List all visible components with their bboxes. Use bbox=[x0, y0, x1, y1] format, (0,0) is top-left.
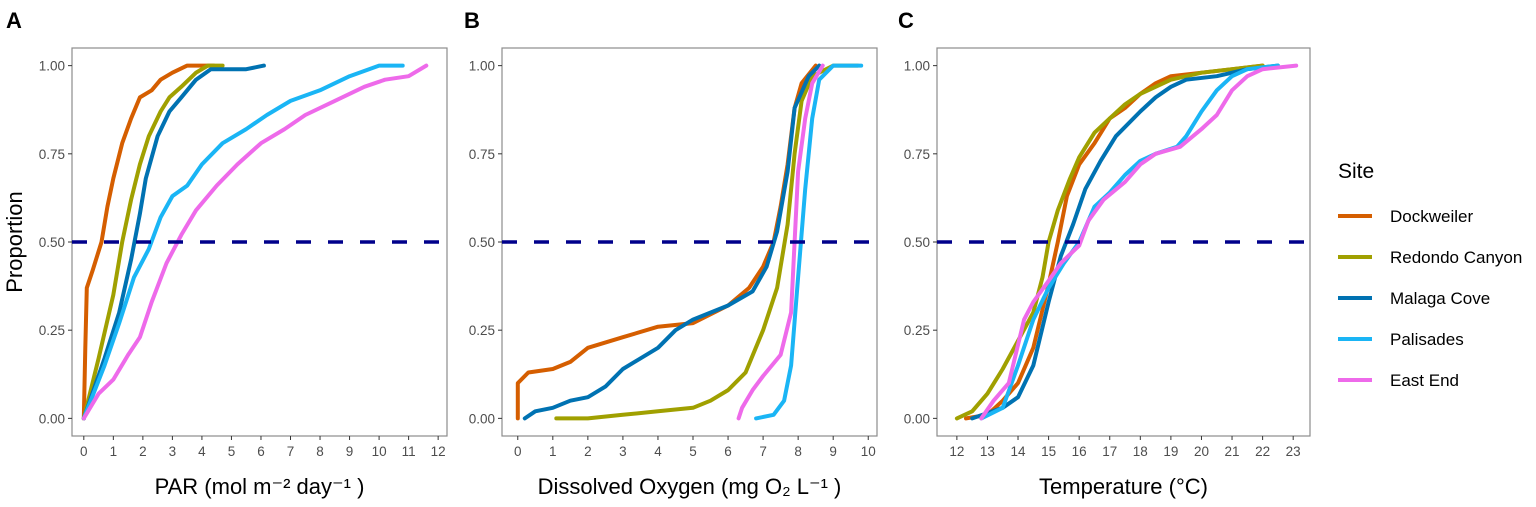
series-line-malaga-cove bbox=[81, 63, 266, 421]
x-tick-label: 3 bbox=[619, 444, 627, 459]
y-tick-label: 0.00 bbox=[469, 411, 495, 426]
series-line-malaga-cove bbox=[970, 63, 1280, 421]
y-tick-label: 0.25 bbox=[904, 323, 930, 338]
x-tick-label: 7 bbox=[759, 444, 767, 459]
y-tick-label: 0.00 bbox=[39, 411, 65, 426]
x-tick-label: 22 bbox=[1255, 444, 1270, 459]
x-tick-label: 18 bbox=[1133, 444, 1148, 459]
legend-item: Palisades bbox=[1338, 330, 1464, 349]
legend-label: Palisades bbox=[1390, 330, 1464, 349]
x-tick-label: 1 bbox=[110, 444, 118, 459]
x-tick-label: 15 bbox=[1041, 444, 1056, 459]
y-tick-label: 0.00 bbox=[904, 411, 930, 426]
x-tick-label: 4 bbox=[654, 444, 662, 459]
plot-panel-border bbox=[501, 47, 878, 437]
x-tick-label: 16 bbox=[1072, 444, 1087, 459]
x-tick-label: 5 bbox=[228, 444, 236, 459]
x-tick-label: 5 bbox=[689, 444, 697, 459]
series-line-dockweiler bbox=[964, 63, 1265, 421]
panel-b: B 0.00 0.25 0.50 0.75 1.00 0 1 2 3 4 5 6 7 8 9 10 Dissolv… bbox=[464, 8, 878, 499]
x-tick-label: 10 bbox=[372, 444, 387, 459]
series-line-dockweiler bbox=[81, 63, 216, 421]
x-tick-label: 21 bbox=[1225, 444, 1240, 459]
x-tick-label: 0 bbox=[80, 444, 88, 459]
y-tick-label: 0.25 bbox=[39, 323, 65, 338]
legend-label: Malaga Cove bbox=[1390, 289, 1490, 308]
x-tick-label: 3 bbox=[169, 444, 177, 459]
series-line-redondo-canyon bbox=[81, 63, 225, 421]
x-axis-title: Dissolved Oxygen (mg O₂ L⁻¹ ) bbox=[538, 474, 842, 499]
plot-panel-border bbox=[71, 47, 448, 437]
series-line-east-end bbox=[736, 63, 825, 421]
y-tick-label: 0.25 bbox=[469, 323, 495, 338]
y-axis-title: Proportion bbox=[2, 191, 27, 293]
y-tick-label: 0.50 bbox=[469, 235, 495, 250]
y-tick-label: 0.50 bbox=[39, 235, 65, 250]
legend-item: East End bbox=[1338, 371, 1459, 390]
series-line-east-end bbox=[81, 63, 429, 421]
x-tick-label: 9 bbox=[829, 444, 837, 459]
panel-label: A bbox=[6, 8, 22, 33]
legend-item: Dockweiler bbox=[1338, 207, 1473, 226]
x-axis-title: PAR (mol m⁻² day⁻¹ ) bbox=[155, 474, 365, 499]
x-tick-label: 0 bbox=[514, 444, 522, 459]
x-tick-label: 4 bbox=[198, 444, 206, 459]
legend-item: Malaga Cove bbox=[1338, 289, 1490, 308]
legend-label: Redondo Canyon bbox=[1390, 248, 1522, 267]
panel-label: C bbox=[898, 8, 914, 33]
series-line-palisades bbox=[81, 63, 405, 421]
x-tick-label: 10 bbox=[861, 444, 876, 459]
x-tick-label: 20 bbox=[1194, 444, 1209, 459]
x-tick-label: 8 bbox=[794, 444, 802, 459]
x-tick-label: 12 bbox=[431, 444, 446, 459]
panel-c: C 0.00 0.25 0.50 0.75 1.00 12 13 14 15 16 17 18 19 20 2… bbox=[898, 8, 1311, 499]
x-tick-label: 17 bbox=[1102, 444, 1117, 459]
legend: Site Dockweiler Redondo Canyon Malaga Cove P… bbox=[1338, 160, 1522, 390]
panel-label: B bbox=[464, 8, 480, 33]
y-tick-label: 0.75 bbox=[469, 147, 495, 162]
panel-a: A0.000.250.500.751.000 1 2 3 4 5 6 7 8 9 10 11 12PAR… bbox=[2, 8, 448, 499]
x-tick-label: 2 bbox=[584, 444, 592, 459]
x-tick-label: 7 bbox=[287, 444, 295, 459]
legend-item: Redondo Canyon bbox=[1338, 248, 1522, 267]
x-tick-label: 19 bbox=[1163, 444, 1178, 459]
series-line-malaga-cove bbox=[522, 63, 822, 421]
y-tick-label: 1.00 bbox=[904, 59, 930, 74]
series-line-redondo-canyon bbox=[554, 63, 860, 421]
y-tick-label: 0.50 bbox=[904, 235, 930, 250]
x-tick-label: 13 bbox=[980, 444, 995, 459]
x-tick-label: 11 bbox=[402, 444, 416, 459]
legend-label: Dockweiler bbox=[1390, 207, 1473, 226]
series-line-east-end bbox=[979, 63, 1299, 421]
x-tick-label: 23 bbox=[1286, 444, 1301, 459]
y-tick-label: 0.75 bbox=[904, 147, 930, 162]
x-tick-label: 6 bbox=[257, 444, 265, 459]
x-tick-label: 2 bbox=[139, 444, 147, 459]
x-tick-label: 14 bbox=[1011, 444, 1027, 459]
y-tick-label: 0.75 bbox=[39, 147, 65, 162]
x-tick-label: 6 bbox=[724, 444, 732, 459]
y-tick-label: 1.00 bbox=[469, 59, 495, 74]
legend-title: Site bbox=[1338, 160, 1374, 183]
x-tick-label: 8 bbox=[316, 444, 324, 459]
x-tick-label: 12 bbox=[949, 444, 964, 459]
series-line-palisades bbox=[754, 63, 864, 421]
x-tick-label: 1 bbox=[549, 444, 557, 459]
series-line-redondo-canyon bbox=[954, 63, 1265, 421]
x-axis-title: Temperature (°C) bbox=[1039, 474, 1208, 499]
x-tick-label: 9 bbox=[346, 444, 354, 459]
legend-label: East End bbox=[1390, 371, 1459, 390]
y-tick-label: 1.00 bbox=[39, 59, 65, 74]
series-line-palisades bbox=[979, 63, 1280, 421]
